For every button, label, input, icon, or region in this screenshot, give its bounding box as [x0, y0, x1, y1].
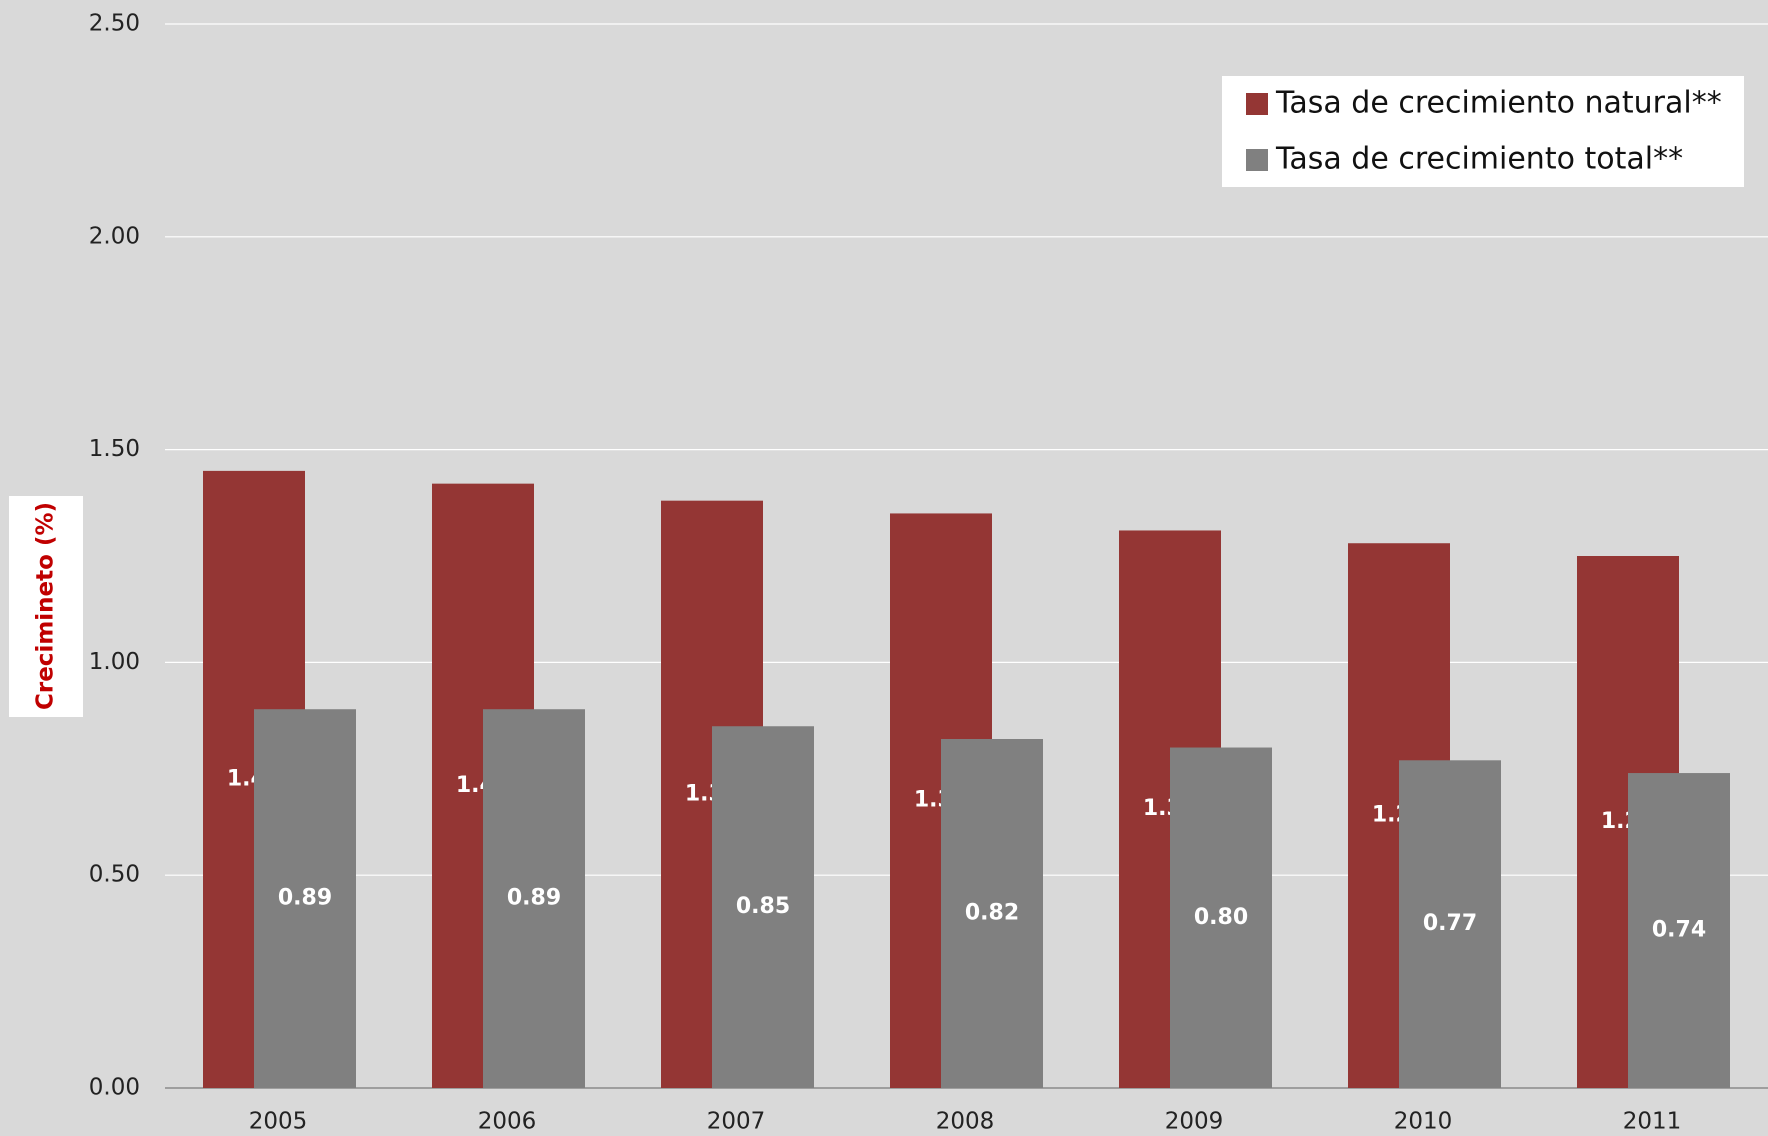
x-tick-label: 2011	[1623, 1109, 1682, 1135]
data-label: 0.80	[1194, 905, 1248, 930]
x-tick-label: 2009	[1165, 1109, 1224, 1135]
data-label: 0.82	[965, 901, 1019, 926]
x-tick-label: 2005	[249, 1109, 308, 1135]
bar	[1399, 760, 1501, 1088]
legend-label: Tasa de crecimiento total**	[1275, 142, 1683, 177]
x-tick-label: 2007	[707, 1109, 766, 1135]
x-tick-label: 2010	[1394, 1109, 1453, 1135]
data-label: 0.77	[1423, 911, 1477, 936]
y-label-box	[9, 496, 83, 717]
bar	[712, 726, 814, 1088]
bar	[254, 709, 356, 1088]
legend-box	[1222, 76, 1744, 187]
x-tick-label: 2006	[478, 1109, 537, 1135]
y-axis-label: Crecimineto (%)	[33, 502, 59, 710]
legend-swatch	[1246, 93, 1268, 115]
bar	[941, 739, 1043, 1088]
data-label: 0.89	[278, 886, 332, 911]
data-label: 0.89	[507, 886, 561, 911]
x-tick-label: 2008	[936, 1109, 995, 1135]
bar	[1170, 747, 1272, 1088]
data-label: 0.85	[736, 894, 790, 919]
bar	[483, 709, 585, 1088]
y-tick-label: 1.00	[89, 649, 140, 675]
y-tick-label: 1.50	[89, 436, 140, 462]
bar	[1628, 773, 1730, 1088]
y-tick-label: 0.00	[89, 1075, 140, 1101]
y-tick-label: 2.50	[89, 11, 140, 37]
y-tick-label: 2.00	[89, 223, 140, 249]
legend-label: Tasa de crecimiento natural**	[1275, 86, 1722, 121]
y-tick-label: 0.50	[89, 862, 140, 888]
data-label: 0.74	[1652, 918, 1706, 943]
legend-swatch	[1246, 149, 1268, 171]
